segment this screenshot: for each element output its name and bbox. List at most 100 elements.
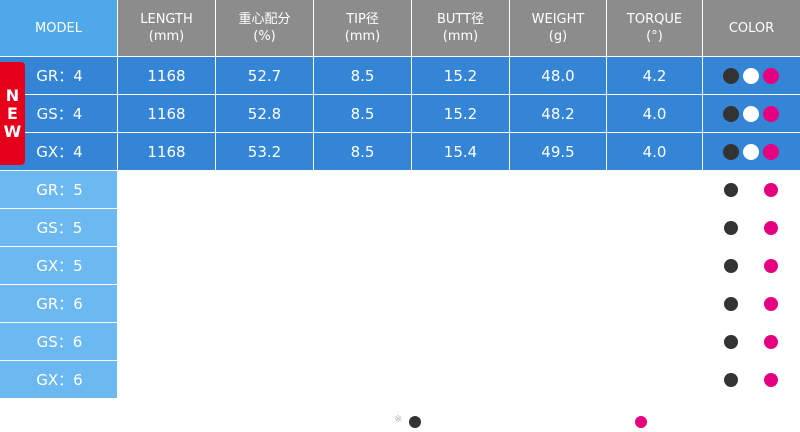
empty-cell bbox=[118, 171, 215, 208]
header-unit: (mm) bbox=[148, 29, 185, 44]
value-cell: 4.0 bbox=[607, 133, 702, 170]
model-cell: GR：5 bbox=[0, 171, 117, 208]
header-cell: MODEL bbox=[0, 0, 117, 56]
color-cell bbox=[703, 323, 800, 360]
color-dot bbox=[724, 220, 738, 235]
empty-cell bbox=[412, 285, 509, 322]
header-label: WEIGHT bbox=[531, 12, 585, 27]
header-cell: BUTT径 (mm) bbox=[412, 0, 509, 56]
color-cell bbox=[703, 209, 800, 246]
value-cell: 8.5 bbox=[314, 57, 411, 94]
value-cell: 52.8 bbox=[216, 95, 313, 132]
empty-cell bbox=[314, 247, 411, 284]
empty-cell bbox=[118, 247, 215, 284]
header-cell: TORQUE (°) bbox=[607, 0, 702, 56]
empty-cell bbox=[314, 323, 411, 360]
color-dot bbox=[764, 372, 778, 387]
header-unit: (mm) bbox=[344, 29, 381, 44]
empty-cell bbox=[216, 361, 313, 398]
color-dot bbox=[743, 67, 759, 84]
value-cell: 48.2 bbox=[510, 95, 606, 132]
color-dot bbox=[723, 105, 739, 122]
model-cell: GS：5 bbox=[0, 209, 117, 246]
empty-cell bbox=[412, 323, 509, 360]
empty-cell bbox=[607, 247, 702, 284]
header-label: TIP径 bbox=[346, 12, 379, 27]
color-dot bbox=[723, 67, 739, 84]
empty-cell bbox=[314, 171, 411, 208]
empty-cell bbox=[510, 171, 606, 208]
color-dot bbox=[724, 182, 738, 197]
header-cell: 重心配分 (%) bbox=[216, 0, 313, 56]
header-cell: COLOR bbox=[703, 0, 800, 56]
value-cell: 15.2 bbox=[412, 57, 509, 94]
color-dot bbox=[723, 143, 739, 160]
color-dot bbox=[763, 67, 779, 84]
empty-cell bbox=[412, 361, 509, 398]
value-cell: 8.5 bbox=[314, 133, 411, 170]
empty-cell bbox=[607, 209, 702, 246]
model-cell: GR：6 bbox=[0, 285, 117, 322]
empty-cell bbox=[216, 247, 313, 284]
color-dot bbox=[724, 334, 738, 349]
empty-cell bbox=[607, 171, 702, 208]
value-cell: 15.4 bbox=[412, 133, 509, 170]
model-cell: GS：6 bbox=[0, 323, 117, 360]
footer-dot bbox=[409, 416, 421, 428]
badge-letter: E bbox=[7, 103, 18, 123]
color-cell bbox=[703, 361, 800, 398]
header-cell: TIP径 (mm) bbox=[314, 0, 411, 56]
empty-cell bbox=[118, 323, 215, 360]
header-unit: (g) bbox=[548, 29, 568, 44]
value-cell: 53.2 bbox=[216, 133, 313, 170]
value-cell: 8.5 bbox=[314, 95, 411, 132]
model-cell: GX：6 bbox=[0, 361, 117, 398]
header-unit: (%) bbox=[253, 29, 276, 44]
color-dot bbox=[743, 143, 759, 160]
value-cell: 48.0 bbox=[510, 57, 606, 94]
header-label: LENGTH bbox=[140, 12, 193, 27]
color-dot bbox=[763, 105, 779, 122]
color-dot bbox=[743, 105, 759, 122]
color-dot bbox=[724, 296, 738, 311]
model-cell: GX：5 bbox=[0, 247, 117, 284]
value-cell: 4.2 bbox=[607, 57, 702, 94]
header-unit: (°) bbox=[646, 29, 663, 44]
color-dot bbox=[724, 372, 738, 387]
empty-cell bbox=[510, 323, 606, 360]
color-dot bbox=[764, 258, 778, 273]
color-dot bbox=[764, 182, 778, 197]
color-dot bbox=[764, 220, 778, 235]
empty-cell bbox=[510, 209, 606, 246]
empty-cell bbox=[607, 285, 702, 322]
empty-cell bbox=[510, 285, 606, 322]
header-cell: WEIGHT (g) bbox=[510, 0, 606, 56]
empty-cell bbox=[118, 209, 215, 246]
badge-letter: W bbox=[3, 121, 22, 141]
empty-cell bbox=[216, 285, 313, 322]
value-cell: 1168 bbox=[118, 133, 215, 170]
color-dot bbox=[763, 143, 779, 160]
empty-cell bbox=[314, 209, 411, 246]
header-label: TORQUE bbox=[626, 12, 683, 27]
header-label: BUTT径 bbox=[436, 12, 485, 27]
empty-cell bbox=[607, 361, 702, 398]
color-dot bbox=[764, 296, 778, 311]
empty-cell bbox=[216, 209, 313, 246]
value-cell: 1168 bbox=[118, 57, 215, 94]
empty-cell bbox=[118, 285, 215, 322]
empty-cell bbox=[412, 247, 509, 284]
empty-cell bbox=[510, 361, 606, 398]
header-unit: (mm) bbox=[442, 29, 479, 44]
header-label: 重心配分 bbox=[238, 12, 291, 27]
header-label: MODEL bbox=[35, 20, 82, 36]
header-cell: LENGTH (mm) bbox=[118, 0, 215, 56]
empty-cell bbox=[510, 247, 606, 284]
footer-dot bbox=[635, 416, 647, 428]
color-dot bbox=[764, 334, 778, 349]
empty-cell bbox=[314, 361, 411, 398]
empty-cell bbox=[118, 361, 215, 398]
color-cell bbox=[703, 285, 800, 322]
